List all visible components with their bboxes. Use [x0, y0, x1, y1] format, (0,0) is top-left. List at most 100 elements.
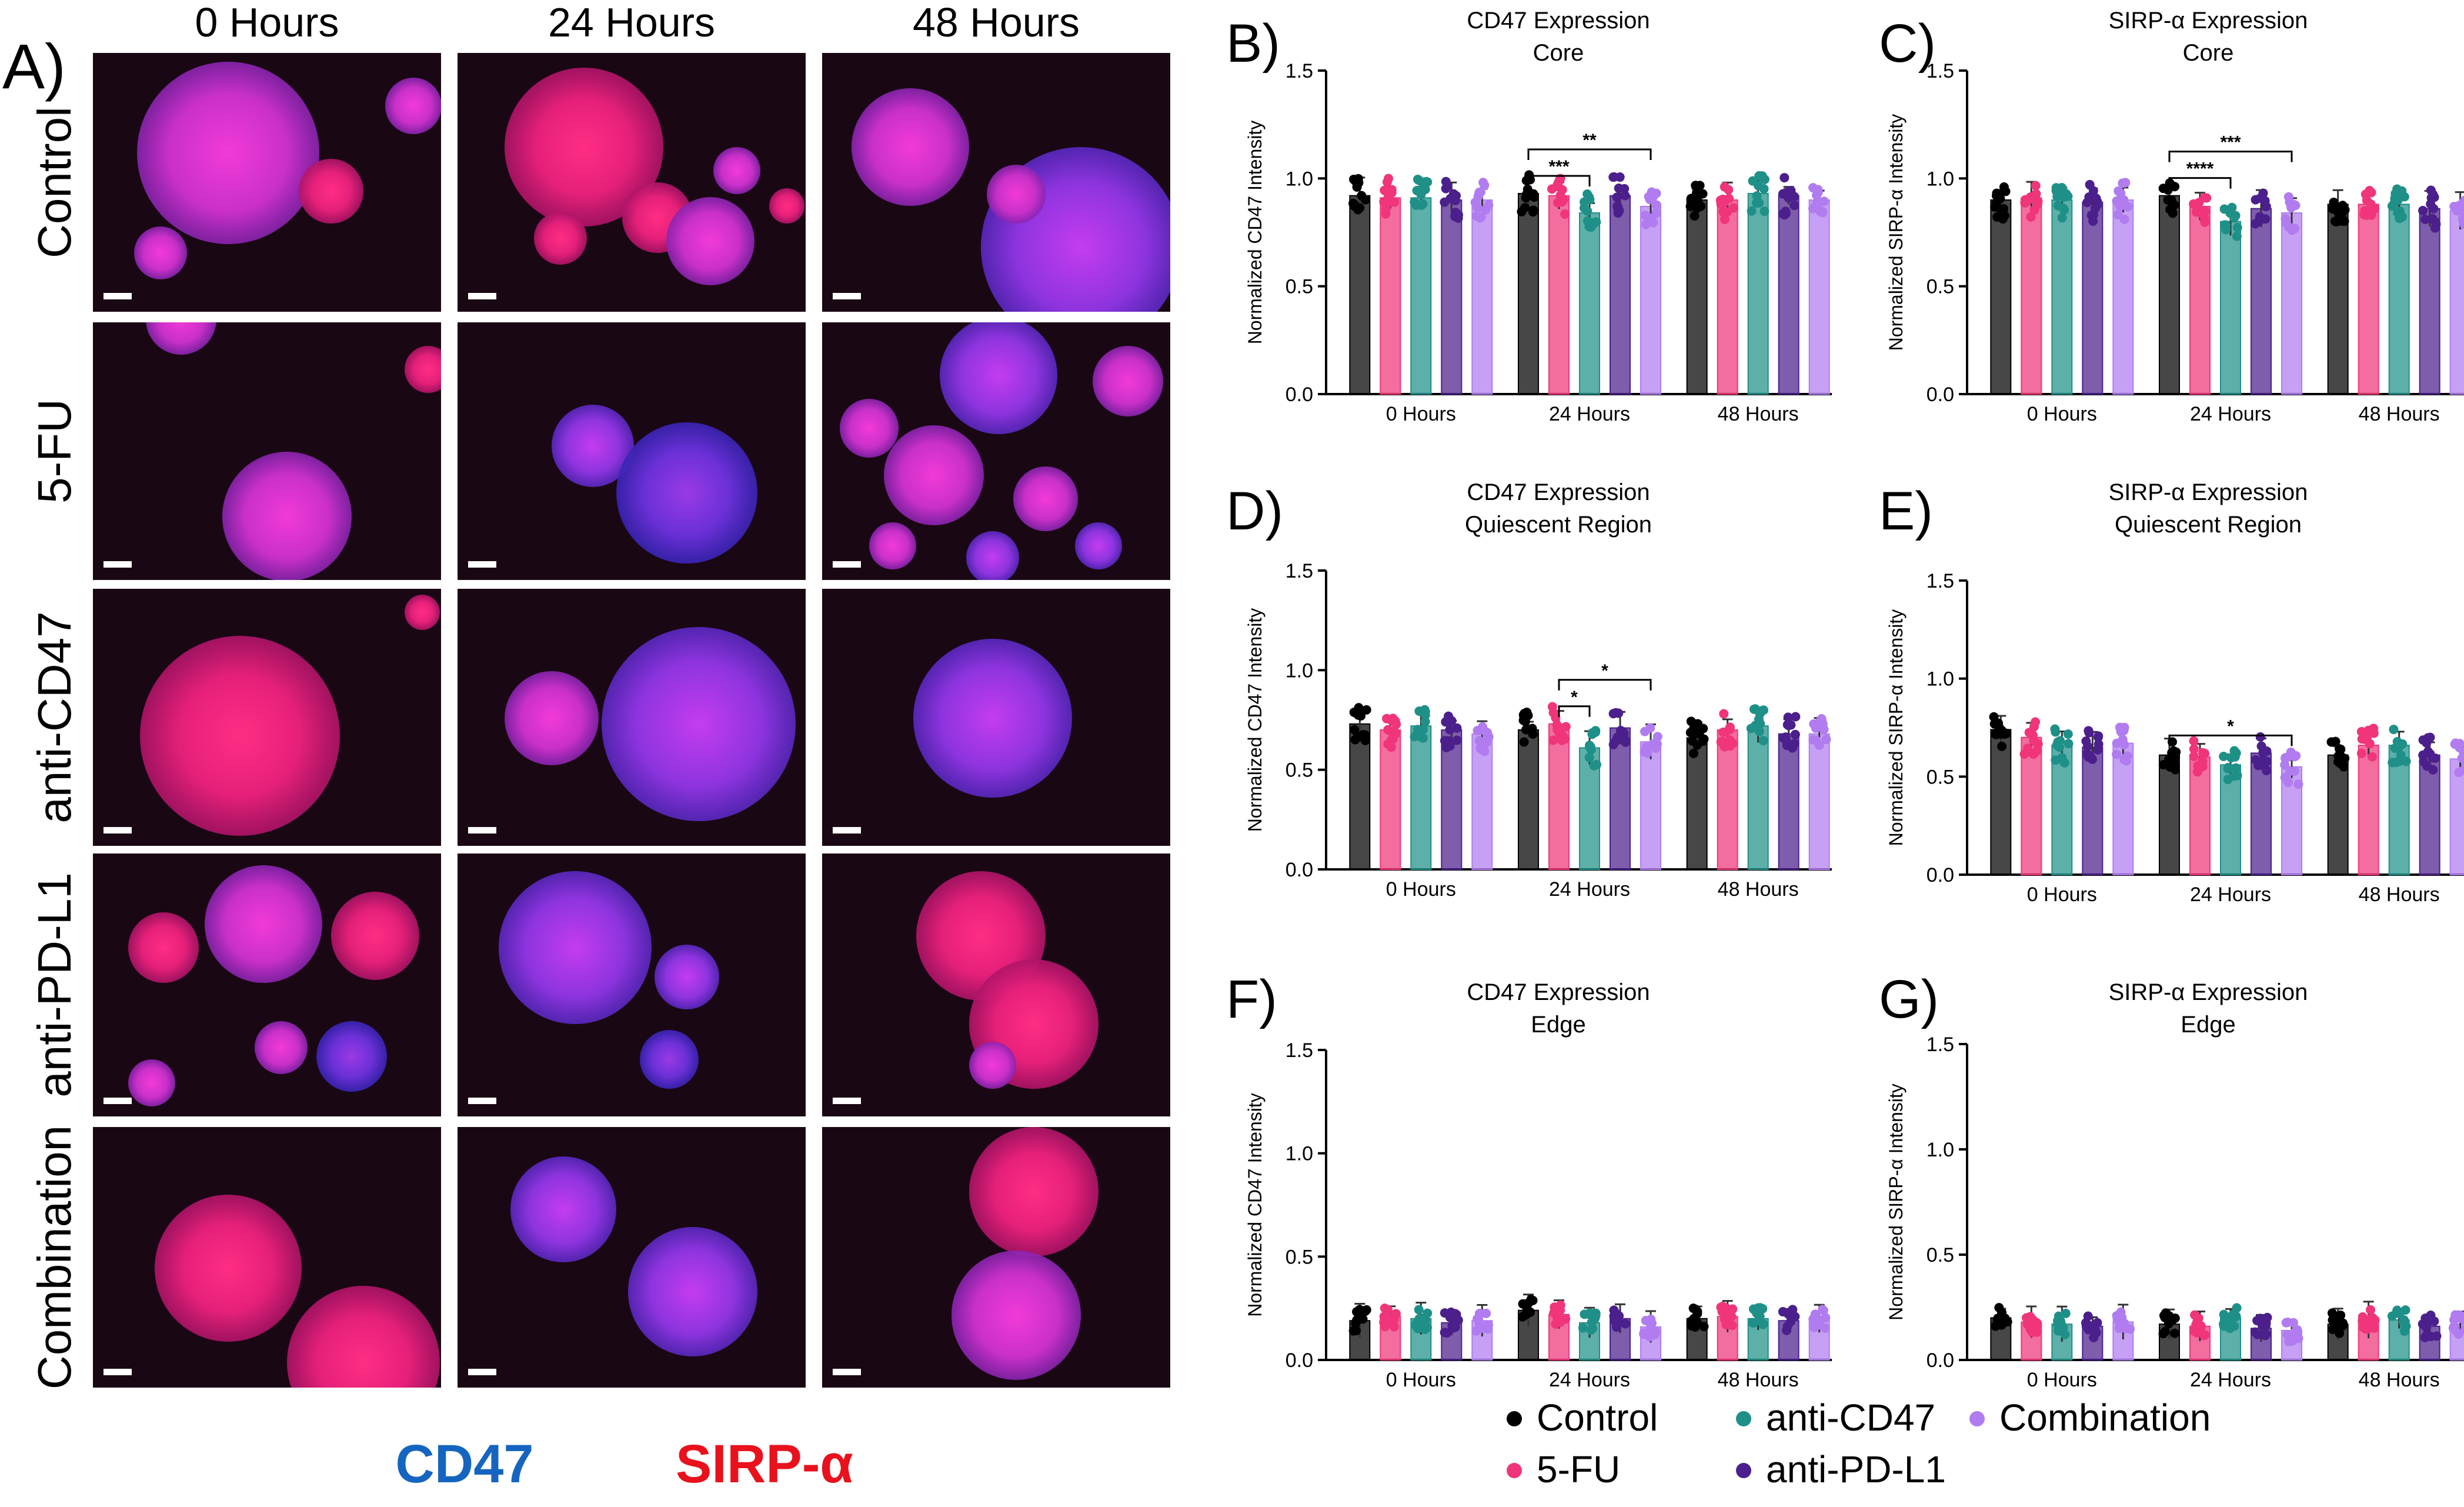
- data-point: [1720, 1314, 1730, 1324]
- data-point: [2280, 760, 2290, 770]
- x-tick-label: 24 Hours: [1549, 1369, 1630, 1391]
- data-point: [1720, 214, 1730, 224]
- data-point: [1789, 192, 1799, 202]
- data-point: [2429, 192, 2439, 202]
- data-point: [1555, 1305, 1565, 1315]
- micrograph-tile: [458, 853, 806, 1116]
- panel-label: G): [1879, 969, 1939, 1029]
- data-point: [1349, 707, 1359, 717]
- data-point: [1612, 201, 1622, 211]
- y-axis-label: Normalized SIRP-α Intensity: [1885, 1083, 1907, 1321]
- bar: [2021, 197, 2042, 395]
- spheroid: [146, 322, 216, 355]
- bar: [1410, 197, 1432, 395]
- data-point: [2064, 739, 2074, 749]
- scale-bar: [468, 293, 496, 299]
- data-point: [1778, 733, 1788, 743]
- significance-label: ***: [1548, 157, 1569, 176]
- chart-subtitle: Core: [2183, 40, 2234, 66]
- data-point: [1718, 736, 1728, 746]
- chart: C) SIRP-α Expression Core 0.0 0.5 1.0 1.5 Norma…: [1879, 8, 2464, 425]
- data-point: [2202, 193, 2212, 203]
- column-header: 0 Hours: [195, 0, 339, 45]
- data-point: [2032, 746, 2042, 756]
- data-point: [1783, 712, 1793, 722]
- data-point: [2261, 202, 2271, 212]
- data-point: [1473, 192, 1483, 202]
- data-point: [2189, 744, 2199, 754]
- data-point: [1447, 1321, 1457, 1331]
- data-point: [1586, 742, 1596, 752]
- bar: [1778, 195, 1799, 395]
- data-point: [1519, 1311, 1529, 1321]
- data-point: [2459, 219, 2464, 229]
- legend-label: Control: [1537, 1396, 1658, 1439]
- chart: E) SIRP-α Expression Quiescent Region 0.0 0.…: [1879, 479, 2464, 906]
- scale-bar: [103, 293, 132, 299]
- data-point: [1819, 725, 1829, 735]
- significance-bracket: [2168, 151, 2293, 162]
- data-point: [2032, 199, 2042, 209]
- spheroid: [299, 159, 363, 224]
- data-point: [1547, 184, 1557, 194]
- y-tick-label: 1.5: [1927, 60, 1954, 82]
- spheroid: [316, 1021, 387, 1092]
- data-point: [1348, 198, 1358, 208]
- chart-title: SIRP-α Expression: [2109, 979, 2308, 1005]
- data-point: [2261, 214, 2271, 224]
- data-point: [1693, 196, 1703, 206]
- scale-bar: [468, 1369, 496, 1375]
- data-point: [2361, 735, 2370, 745]
- data-point: [2396, 750, 2406, 760]
- data-point: [2422, 761, 2432, 771]
- bar: [1441, 729, 1463, 871]
- spheroid: [951, 1251, 1081, 1380]
- data-point: [1725, 725, 1735, 735]
- data-point: [1446, 1307, 1456, 1317]
- data-point: [2223, 763, 2233, 773]
- data-point: [2019, 749, 2029, 759]
- data-point: [2165, 205, 2175, 215]
- x-tick-label: 24 Hours: [1549, 878, 1630, 901]
- data-point: [1519, 711, 1529, 721]
- column-header: 48 Hours: [913, 0, 1080, 45]
- micrograph-tile: [458, 53, 806, 312]
- bar: [1747, 725, 1769, 871]
- bar: [1747, 193, 1769, 395]
- data-point: [1608, 709, 1618, 719]
- data-point: [1388, 734, 1398, 744]
- data-point: [1996, 1320, 2006, 1330]
- bar: [2082, 746, 2104, 876]
- spheroid: [869, 522, 916, 569]
- data-point: [2190, 1310, 2200, 1320]
- bar: [2327, 204, 2349, 395]
- y-tick-label: 1.0: [1927, 668, 1954, 691]
- y-tick-label: 0.5: [1286, 276, 1313, 298]
- spheroid: [385, 78, 441, 134]
- data-point: [2085, 751, 2095, 761]
- data-point: [1719, 709, 1729, 719]
- significance-bracket: [1558, 705, 1591, 717]
- significance-label: **: [1582, 131, 1597, 150]
- data-point: [1782, 1325, 1792, 1335]
- bar: [2358, 745, 2379, 875]
- data-point: [2121, 178, 2131, 188]
- data-point: [1380, 185, 1390, 195]
- data-point: [1475, 1308, 1485, 1318]
- data-point: [1690, 211, 1700, 221]
- row-label: anti-CD47: [28, 611, 81, 823]
- data-point: [1724, 194, 1734, 204]
- data-point: [1808, 183, 1818, 193]
- data-point: [1519, 737, 1529, 747]
- data-point: [1440, 197, 1450, 207]
- y-tick-label: 0.0: [1286, 859, 1313, 881]
- data-point: [1989, 712, 1999, 722]
- data-point: [1646, 1315, 1656, 1325]
- data-point: [2293, 779, 2303, 789]
- micrograph-tile: [822, 853, 1170, 1116]
- significance-label: *: [1571, 688, 1578, 707]
- data-point: [1781, 206, 1791, 216]
- data-point: [1640, 211, 1650, 221]
- spheroid: [405, 346, 441, 393]
- data-point: [1724, 185, 1734, 195]
